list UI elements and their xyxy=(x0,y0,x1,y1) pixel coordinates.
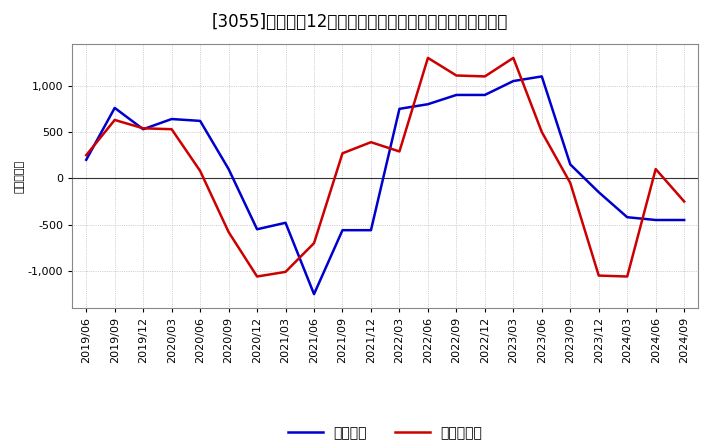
当期純利益 xyxy=(623,274,631,279)
経常利益 xyxy=(310,291,318,297)
経常利益 xyxy=(253,227,261,232)
経常利益 xyxy=(110,105,119,110)
Legend: 経常利益, 当期純利益: 経常利益, 当期純利益 xyxy=(288,426,482,440)
当期純利益 xyxy=(452,73,461,78)
当期純利益 xyxy=(167,127,176,132)
当期純利益 xyxy=(225,229,233,235)
経常利益 xyxy=(623,215,631,220)
経常利益 xyxy=(680,217,688,223)
経常利益 xyxy=(509,78,518,84)
経常利益 xyxy=(452,92,461,98)
経常利益 xyxy=(225,166,233,172)
当期純利益 xyxy=(282,269,290,275)
Text: [3055]　利益の12か月移動合計の対前年同期増減額の推移: [3055] 利益の12か月移動合計の対前年同期増減額の推移 xyxy=(212,13,508,31)
経常利益 xyxy=(595,190,603,195)
当期純利益 xyxy=(652,166,660,172)
当期純利益 xyxy=(537,129,546,135)
当期純利益 xyxy=(423,55,432,61)
当期純利益 xyxy=(566,180,575,186)
当期純利益 xyxy=(110,117,119,123)
経常利益 xyxy=(139,127,148,132)
当期純利益 xyxy=(139,126,148,131)
経常利益 xyxy=(338,227,347,233)
当期純利益 xyxy=(595,273,603,278)
当期純利益 xyxy=(509,55,518,61)
当期純利益 xyxy=(338,150,347,156)
当期純利益 xyxy=(395,149,404,154)
経常利益 xyxy=(423,102,432,107)
当期純利益 xyxy=(480,74,489,79)
当期純利益 xyxy=(196,168,204,173)
経常利益 xyxy=(652,217,660,223)
Line: 経常利益: 経常利益 xyxy=(86,77,684,294)
当期純利益 xyxy=(253,274,261,279)
経常利益 xyxy=(82,157,91,162)
当期純利益 xyxy=(366,139,375,145)
Y-axis label: （百万円）: （百万円） xyxy=(14,159,24,193)
経常利益 xyxy=(196,118,204,124)
経常利益 xyxy=(167,117,176,122)
経常利益 xyxy=(566,162,575,167)
経常利益 xyxy=(366,227,375,233)
経常利益 xyxy=(395,106,404,111)
当期純利益 xyxy=(680,199,688,204)
経常利益 xyxy=(480,92,489,98)
当期純利益 xyxy=(82,153,91,158)
経常利益 xyxy=(282,220,290,225)
経常利益 xyxy=(537,74,546,79)
当期純利益 xyxy=(310,241,318,246)
Line: 当期純利益: 当期純利益 xyxy=(86,58,684,276)
